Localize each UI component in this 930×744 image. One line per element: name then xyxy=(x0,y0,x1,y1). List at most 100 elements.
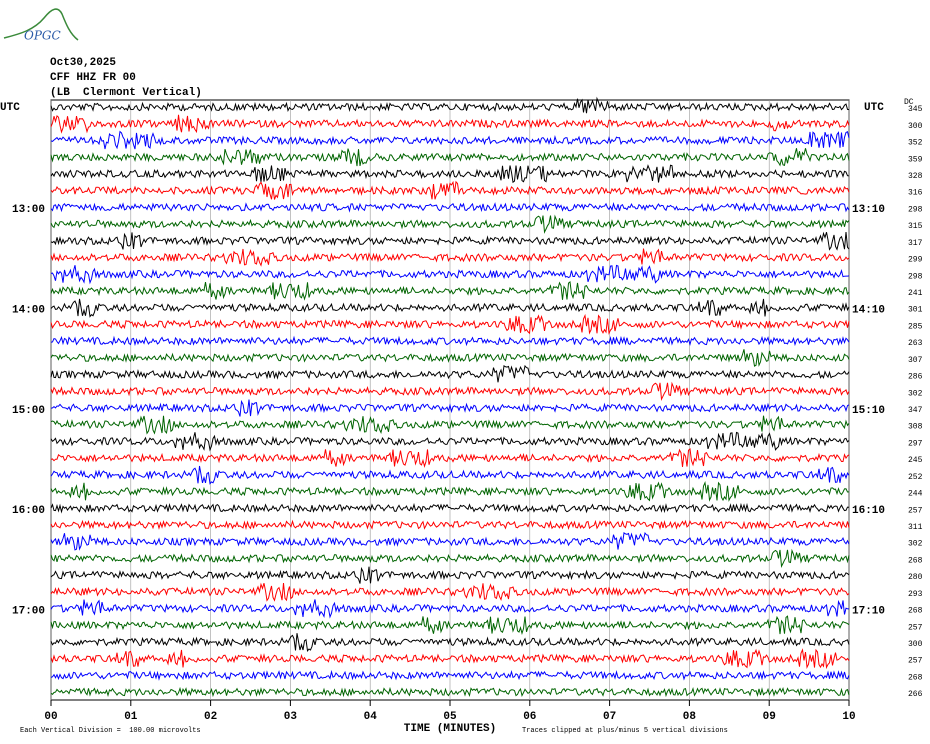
offset-label: 280 xyxy=(908,573,923,582)
trace xyxy=(50,148,850,167)
trace xyxy=(50,298,850,318)
trace xyxy=(50,532,850,551)
left-time-label: 15:00 xyxy=(12,405,45,417)
x-tick-label: 01 xyxy=(124,711,138,723)
trace xyxy=(50,669,850,681)
trace xyxy=(50,264,850,285)
x-tick-label: 10 xyxy=(842,711,855,723)
trace xyxy=(50,335,850,347)
footer-left: Each Vertical Division = 100.00 microvol… xyxy=(20,727,201,735)
offset-label: 311 xyxy=(908,523,923,532)
offset-label: 257 xyxy=(908,657,923,666)
trace xyxy=(50,231,850,251)
left-time-label: 14:00 xyxy=(12,304,45,316)
offset-label: 252 xyxy=(908,473,923,482)
offset-label: 302 xyxy=(908,540,923,549)
offset-label: 302 xyxy=(908,389,923,398)
offset-label: 352 xyxy=(908,139,923,148)
x-tick-label: 04 xyxy=(364,711,378,723)
x-tick-label: 03 xyxy=(284,711,298,723)
trace xyxy=(50,214,850,234)
right-time-label: 13:10 xyxy=(852,204,885,216)
trace xyxy=(50,313,850,335)
location: (LB Clermont Vertical) xyxy=(50,87,202,99)
offset-label: 257 xyxy=(908,506,923,515)
trace xyxy=(50,566,850,584)
right-time-label: 15:10 xyxy=(852,405,885,417)
offset-label: 347 xyxy=(908,406,923,415)
offset-label: 268 xyxy=(908,556,923,565)
trace xyxy=(50,648,850,670)
x-tick-label: 02 xyxy=(204,711,217,723)
date: Oct30,2025 xyxy=(50,57,116,69)
right-header: UTC xyxy=(864,102,884,114)
logo: OPGC xyxy=(24,29,61,43)
offset-label: 307 xyxy=(908,356,923,365)
offset-label: 298 xyxy=(908,272,923,281)
trace xyxy=(50,686,850,698)
offset-label: 300 xyxy=(908,640,923,649)
left-header: UTC xyxy=(0,102,20,114)
trace xyxy=(50,502,850,514)
footer-right: Traces clipped at plus/minus 5 vertical … xyxy=(522,727,728,735)
trace xyxy=(50,399,850,417)
trace xyxy=(50,280,850,301)
trace xyxy=(50,114,850,134)
offset-label: 299 xyxy=(908,256,923,265)
offset-label: 266 xyxy=(908,690,923,699)
offset-label: 345 xyxy=(908,105,923,114)
trace xyxy=(50,481,850,502)
trace xyxy=(50,364,850,383)
trace xyxy=(50,582,850,602)
trace xyxy=(50,349,850,367)
offset-label: 268 xyxy=(908,673,923,682)
offset-label: 286 xyxy=(908,373,923,382)
trace xyxy=(50,633,850,652)
x-tick-label: 07 xyxy=(603,711,616,723)
x-tick-label: 05 xyxy=(443,711,457,723)
left-time-label: 13:00 xyxy=(12,204,45,216)
offset-label: 315 xyxy=(908,222,923,231)
offset-label: 301 xyxy=(908,306,923,315)
offset-label: 293 xyxy=(908,590,923,599)
trace xyxy=(50,381,850,401)
trace xyxy=(50,248,850,267)
trace xyxy=(50,415,850,435)
trace xyxy=(50,615,850,636)
left-time-label: 17:00 xyxy=(12,605,45,617)
offset-label: 316 xyxy=(908,189,923,198)
station: CFF HHZ FR 00 xyxy=(50,72,136,84)
trace xyxy=(50,519,850,531)
trace xyxy=(50,465,850,485)
offset-label: 244 xyxy=(908,490,923,499)
trace xyxy=(50,202,850,213)
offset-header: DC xyxy=(904,98,914,107)
x-tick-label: 06 xyxy=(523,711,536,723)
left-time-label: 16:00 xyxy=(12,505,45,517)
offset-label: 317 xyxy=(908,239,923,248)
trace xyxy=(50,599,850,619)
offset-label: 285 xyxy=(908,322,923,331)
offset-label: 297 xyxy=(908,439,923,448)
trace xyxy=(50,96,850,114)
trace xyxy=(50,180,850,200)
offset-label: 257 xyxy=(908,623,923,632)
x-tick-label: 00 xyxy=(44,711,57,723)
x-tick-label: 09 xyxy=(763,711,776,723)
trace xyxy=(50,164,850,184)
right-time-label: 17:10 xyxy=(852,605,885,617)
offset-label: 241 xyxy=(908,289,923,298)
logo-curve xyxy=(3,8,79,41)
offset-label: 300 xyxy=(908,122,923,131)
trace xyxy=(50,548,850,569)
x-axis-label: TIME (MINUTES) xyxy=(404,723,496,735)
offset-label: 268 xyxy=(908,607,923,616)
offset-label: 298 xyxy=(908,205,923,214)
offset-label: 308 xyxy=(908,423,923,432)
trace xyxy=(50,448,850,468)
x-tick-label: 08 xyxy=(683,711,697,723)
right-time-label: 16:10 xyxy=(852,505,885,517)
offset-label: 328 xyxy=(908,172,923,181)
trace xyxy=(50,130,850,150)
